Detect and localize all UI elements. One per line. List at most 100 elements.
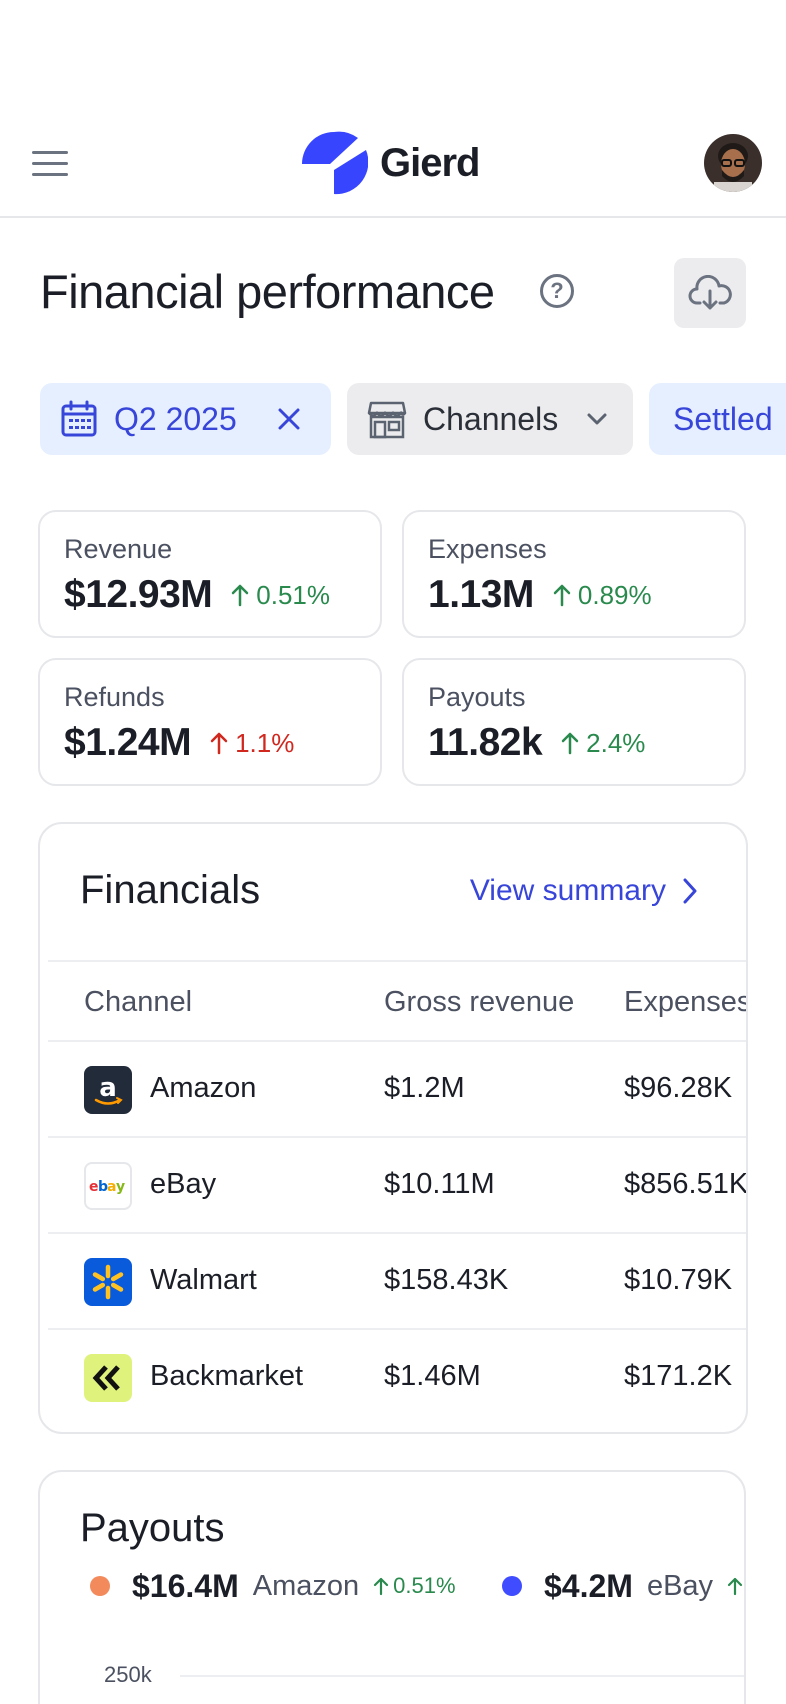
status-filter-chip[interactable]: Settled [649, 383, 786, 455]
arrow-up-icon [232, 584, 249, 607]
table-header: Channel Gross revenue Expenses [48, 960, 748, 1042]
payouts-legend: $16.4M Amazon 0.51% $4.2M eBay [90, 1564, 744, 1608]
table-row[interactable]: a Amazon $1.2M $96.28K [48, 1042, 746, 1138]
legend-delta [727, 1576, 743, 1596]
page-title: Financial performance [40, 265, 495, 318]
stat-delta-value: 0.89% [577, 579, 652, 610]
avatar[interactable] [704, 134, 762, 192]
stat-label: Expenses [428, 534, 547, 564]
gross-revenue-cell: $1.46M [384, 1360, 481, 1392]
table-row[interactable]: e b a y eBay $10.11M $856.51K [48, 1138, 748, 1234]
svg-text:b: b [98, 1179, 108, 1195]
close-icon[interactable] [271, 401, 307, 437]
page-title-row: Financial performance ? [40, 258, 746, 330]
stat-delta: 1.1% [209, 728, 294, 759]
table-row[interactable]: Walmart $158.43K $10.79K [48, 1234, 746, 1330]
arrow-up-icon [561, 732, 579, 755]
financials-table: Channel Gross revenue Expenses a Amazon … [48, 960, 748, 1426]
channels-filter-dropdown[interactable]: Channels [347, 383, 633, 455]
stat-value: $1.24M [64, 721, 192, 764]
legend-value: $4.2M [544, 1567, 633, 1604]
legend-delta: 0.51% [373, 1573, 456, 1599]
expenses-stat-card[interactable]: Expenses 1.13M 0.89% [402, 510, 746, 638]
chart-gridline [180, 1675, 744, 1677]
svg-text:e: e [89, 1179, 99, 1195]
svg-text:y: y [116, 1179, 125, 1195]
user-avatar-image [704, 134, 762, 192]
chevron-down-icon [587, 413, 607, 425]
refunds-stat-card[interactable]: Refunds $1.24M 1.1% [38, 658, 382, 786]
gross-revenue-cell: $158.43K [384, 1264, 509, 1296]
download-button[interactable] [674, 258, 746, 328]
date-filter-label: Q2 2025 [114, 400, 237, 437]
amazon-logo-icon: a [84, 1066, 132, 1114]
channel-name: Walmart [150, 1264, 257, 1296]
payouts-card: Payouts $16.4M Amazon 0.51% $4.2M eBay 2… [38, 1470, 746, 1704]
ebay-logo-icon: e b a y [84, 1162, 132, 1210]
stat-delta: 0.51% [230, 580, 330, 611]
payouts-title: Payouts [80, 1506, 225, 1550]
expenses-cell: $10.79K [624, 1264, 733, 1296]
channel-name: eBay [150, 1168, 217, 1200]
view-summary-link[interactable]: View summary [470, 874, 698, 908]
gierd-logo-icon [302, 131, 368, 195]
legend-delta-value: 0.51% [393, 1573, 456, 1598]
stat-delta-value: 0.51% [256, 579, 331, 610]
arrow-up-icon [374, 1577, 389, 1596]
stat-value: 11.82k [428, 721, 543, 764]
stat-delta-value: 2.4% [586, 727, 646, 758]
column-header-expenses[interactable]: Expenses [624, 986, 748, 1018]
expenses-cell: $856.51K [624, 1168, 748, 1200]
channel-name: Amazon [150, 1072, 257, 1104]
hamburger-menu-icon[interactable] [30, 148, 70, 180]
legend-dot [90, 1576, 110, 1596]
payouts-stat-card[interactable]: Payouts 11.82k 2.4% [402, 658, 746, 786]
stat-label: Revenue [64, 534, 173, 564]
walmart-logo-icon [84, 1258, 132, 1306]
financials-title: Financials [80, 868, 261, 912]
status-filter-label: Settled [673, 400, 773, 437]
channels-filter-label: Channels [423, 400, 559, 437]
stat-label: Refunds [64, 682, 165, 712]
arrow-up-icon [553, 584, 571, 607]
gross-revenue-cell: $1.2M [384, 1072, 465, 1104]
stat-delta-value: 1.1% [235, 727, 295, 758]
stat-value: 1.13M [428, 573, 534, 616]
app-header: Gierd [0, 0, 786, 218]
stat-delta: 0.89% [552, 580, 652, 611]
legend-dot [502, 1576, 522, 1596]
stat-delta: 2.4% [560, 728, 645, 759]
stat-label: Payouts [428, 682, 526, 712]
chevron-right-icon [683, 878, 697, 904]
svg-text:a: a [99, 1073, 117, 1103]
svg-text:a: a [107, 1179, 116, 1195]
expenses-cell: $96.28K [624, 1072, 733, 1104]
storefront-icon [367, 401, 407, 439]
channel-name: Backmarket [150, 1360, 304, 1392]
arrow-up-icon [727, 1577, 743, 1596]
revenue-stat-card[interactable]: Revenue $12.93M 0.51% [38, 510, 382, 638]
stat-value: $12.93M [64, 573, 213, 616]
financials-card: Financials View summary Channel Gross re… [38, 822, 748, 1434]
expenses-cell: $171.2K [624, 1360, 733, 1392]
arrow-up-icon [210, 732, 228, 755]
brand-name: Gierd [380, 140, 480, 185]
table-row[interactable]: Backmarket $1.46M $171.2K [48, 1330, 746, 1426]
gross-revenue-cell: $10.11M [384, 1168, 495, 1200]
backmarket-logo-icon [84, 1354, 132, 1402]
calendar-icon [61, 400, 97, 437]
legend-name: Amazon [252, 1569, 360, 1602]
column-header-gross-revenue[interactable]: Gross revenue [384, 986, 575, 1018]
column-header-channel[interactable]: Channel [84, 986, 193, 1018]
legend-name: eBay [646, 1569, 714, 1602]
y-axis-tick-label: 250k [104, 1662, 152, 1687]
legend-item-ebay[interactable]: $4.2M eBay [502, 1564, 743, 1608]
filter-bar: Q2 2025 Channels Settled [40, 383, 786, 455]
legend-item-amazon[interactable]: $16.4M Amazon 0.51% [90, 1564, 456, 1608]
brand-logo[interactable]: Gierd [300, 128, 480, 198]
view-summary-label: View summary [469, 874, 666, 907]
help-icon[interactable]: ? [540, 274, 574, 308]
cloud-download-icon [688, 275, 732, 310]
legend-value: $16.4M [132, 1567, 239, 1604]
date-filter-chip[interactable]: Q2 2025 [40, 383, 331, 455]
